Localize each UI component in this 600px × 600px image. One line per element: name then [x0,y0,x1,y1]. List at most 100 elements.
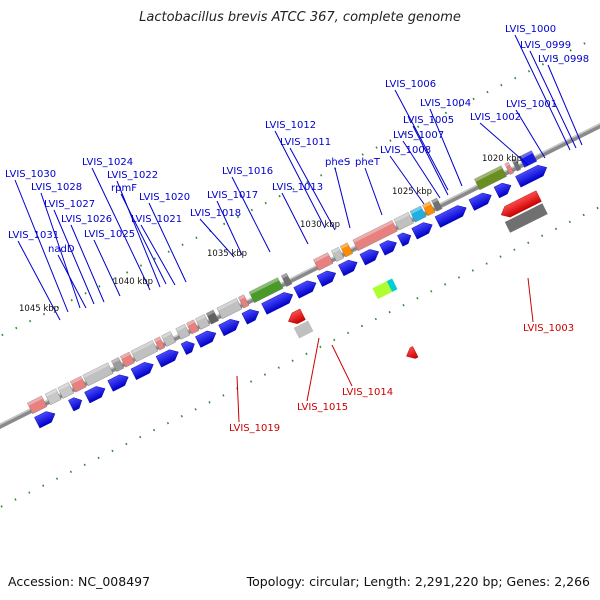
gene-feature-block[interactable] [216,298,243,320]
gene-feature-block[interactable] [57,382,74,399]
gene-feature-block[interactable] [372,281,393,300]
forward-gene-leader [402,140,441,199]
gene-feature-block[interactable] [161,331,176,347]
gene-feature-block[interactable] [431,197,443,212]
forward-gene-label[interactable]: LVIS_1030 [5,169,56,180]
forward-gene-label[interactable]: LVIS_1020 [139,192,190,203]
forward-gene-label[interactable]: LVIS_1005 [403,115,454,126]
gene-feature-block[interactable] [44,388,62,406]
forward-gene-label[interactable]: LVIS_1026 [61,214,112,225]
forward-gene-label[interactable]: LVIS_1027 [44,199,95,210]
forward-gene-label[interactable]: LVIS_1012 [265,120,316,131]
gene-feature-block[interactable] [313,252,334,271]
gene-feature-block[interactable] [518,150,538,168]
forward-gene-label[interactable]: LVIS_1028 [31,182,82,193]
gene-feature-block[interactable] [27,395,48,414]
gene-feature-block[interactable] [175,324,191,340]
forward-cds-arrow[interactable] [293,278,319,299]
gene-feature-block[interactable] [393,212,414,231]
forward-cds-arrow[interactable] [261,289,296,315]
gene-feature-block[interactable] [130,340,159,363]
reverse-gene-label[interactable]: LVIS_1003 [523,323,574,334]
forward-cds-arrow[interactable] [316,268,338,287]
gene-feature-block[interactable] [293,320,314,339]
forward-cds-arrow[interactable] [379,237,400,256]
kbp-tick-label: 1045 kbp [19,304,59,314]
forward-cds-arrow[interactable] [180,339,197,355]
forward-gene-label[interactable]: LVIS_1017 [207,190,258,201]
forward-gene-leader [515,109,546,159]
forward-cds-arrow[interactable] [397,230,413,247]
kbp-tick-label: 1020 kbp [482,154,522,164]
forward-gene-label[interactable]: LVIS_1021 [131,214,182,225]
gene-feature-block[interactable] [504,203,548,233]
gene-feature-block[interactable] [120,351,135,368]
forward-gene-label[interactable]: LVIS_1024 [82,157,133,168]
gene-feature-block[interactable] [195,314,210,330]
forward-cds-arrow[interactable] [515,162,549,188]
forward-cds-arrow[interactable] [338,257,359,277]
gene-feature-block[interactable] [504,161,514,175]
forward-cds-arrow[interactable] [411,219,435,240]
forward-gene-label[interactable]: LVIS_1004 [420,98,471,109]
forward-gene-leader [412,125,449,196]
forward-cds-arrow[interactable] [241,306,262,325]
gene-feature-block[interactable] [422,201,436,217]
reverse-cds-arrow[interactable] [499,190,542,221]
gene-feature-block[interactable] [205,309,219,325]
forward-cds-arrow[interactable] [218,316,242,337]
forward-gene-label[interactable]: LVIS_1031 [8,230,59,241]
forward-gene-label[interactable]: LVIS_1018 [190,208,241,219]
reverse-gene-label[interactable]: LVIS_1015 [297,402,348,413]
reverse-gene-label[interactable]: LVIS_1019 [229,423,280,434]
kbp-tick-label: 1025 kbp [392,187,432,197]
gene-feature-block[interactable] [409,205,427,223]
forward-gene-label[interactable]: LVIS_1007 [393,130,444,141]
forward-gene-label[interactable]: LVIS_1000 [505,24,556,35]
forward-cds-arrow[interactable] [195,328,218,348]
forward-gene-label[interactable]: LVIS_1001 [506,99,557,110]
forward-gene-label[interactable]: LVIS_0999 [520,40,571,51]
gene-feature-block[interactable] [511,158,522,172]
forward-gene-label[interactable]: LVIS_1002 [470,112,521,123]
forward-gene-label[interactable]: LVIS_1013 [272,182,323,193]
gene-feature-block[interactable] [111,357,125,372]
gene-feature-block[interactable] [154,336,166,351]
forward-gene-label[interactable]: LVIS_1006 [385,79,436,90]
forward-cds-arrow[interactable] [84,383,107,404]
gene-feature-block[interactable] [386,278,398,292]
gene-feature-block[interactable] [248,277,284,303]
gene-feature-block[interactable] [69,375,87,393]
forward-cds-arrow[interactable] [434,202,469,228]
forward-cds-arrow[interactable] [493,180,514,199]
forward-gene-label[interactable]: pheT [355,157,381,168]
gene-feature-block[interactable] [340,242,353,258]
forward-gene-label[interactable]: LVIS_1016 [222,166,273,177]
forward-gene-leader [429,108,463,187]
gene-feature-block[interactable] [474,165,507,191]
forward-cds-arrow[interactable] [359,246,381,266]
gene-feature-block[interactable] [352,220,398,251]
forward-gene-label[interactable]: LVIS_1025 [84,229,135,240]
forward-gene-label[interactable]: LVIS_1011 [280,137,331,148]
forward-cds-arrow[interactable] [468,190,494,211]
reverse-gene-label[interactable]: LVIS_1014 [342,387,393,398]
forward-cds-arrow[interactable] [68,395,84,412]
forward-cds-arrow[interactable] [107,372,131,392]
forward-gene-label[interactable]: LVIS_1022 [107,170,158,181]
forward-gene-label[interactable]: nadD [48,244,75,255]
gene-feature-block[interactable] [186,319,200,335]
gene-feature-block[interactable] [82,362,114,387]
gene-feature-block[interactable] [281,272,293,287]
gene-feature-block[interactable] [331,247,345,262]
forward-gene-label[interactable]: pheS [325,157,350,168]
forward-cds-arrow[interactable] [34,408,57,429]
forward-gene-label[interactable]: LVIS_0998 [538,54,589,65]
forward-cds-arrow[interactable] [155,347,181,368]
forward-gene-label[interactable]: LVIS_1008 [380,145,431,156]
gene-feature-block[interactable] [238,294,250,309]
reverse-cds-arrow[interactable] [286,308,306,327]
forward-cds-arrow[interactable] [130,359,156,380]
reverse-cds-arrow[interactable] [404,346,419,361]
forward-gene-label[interactable]: rpmF [111,183,137,194]
